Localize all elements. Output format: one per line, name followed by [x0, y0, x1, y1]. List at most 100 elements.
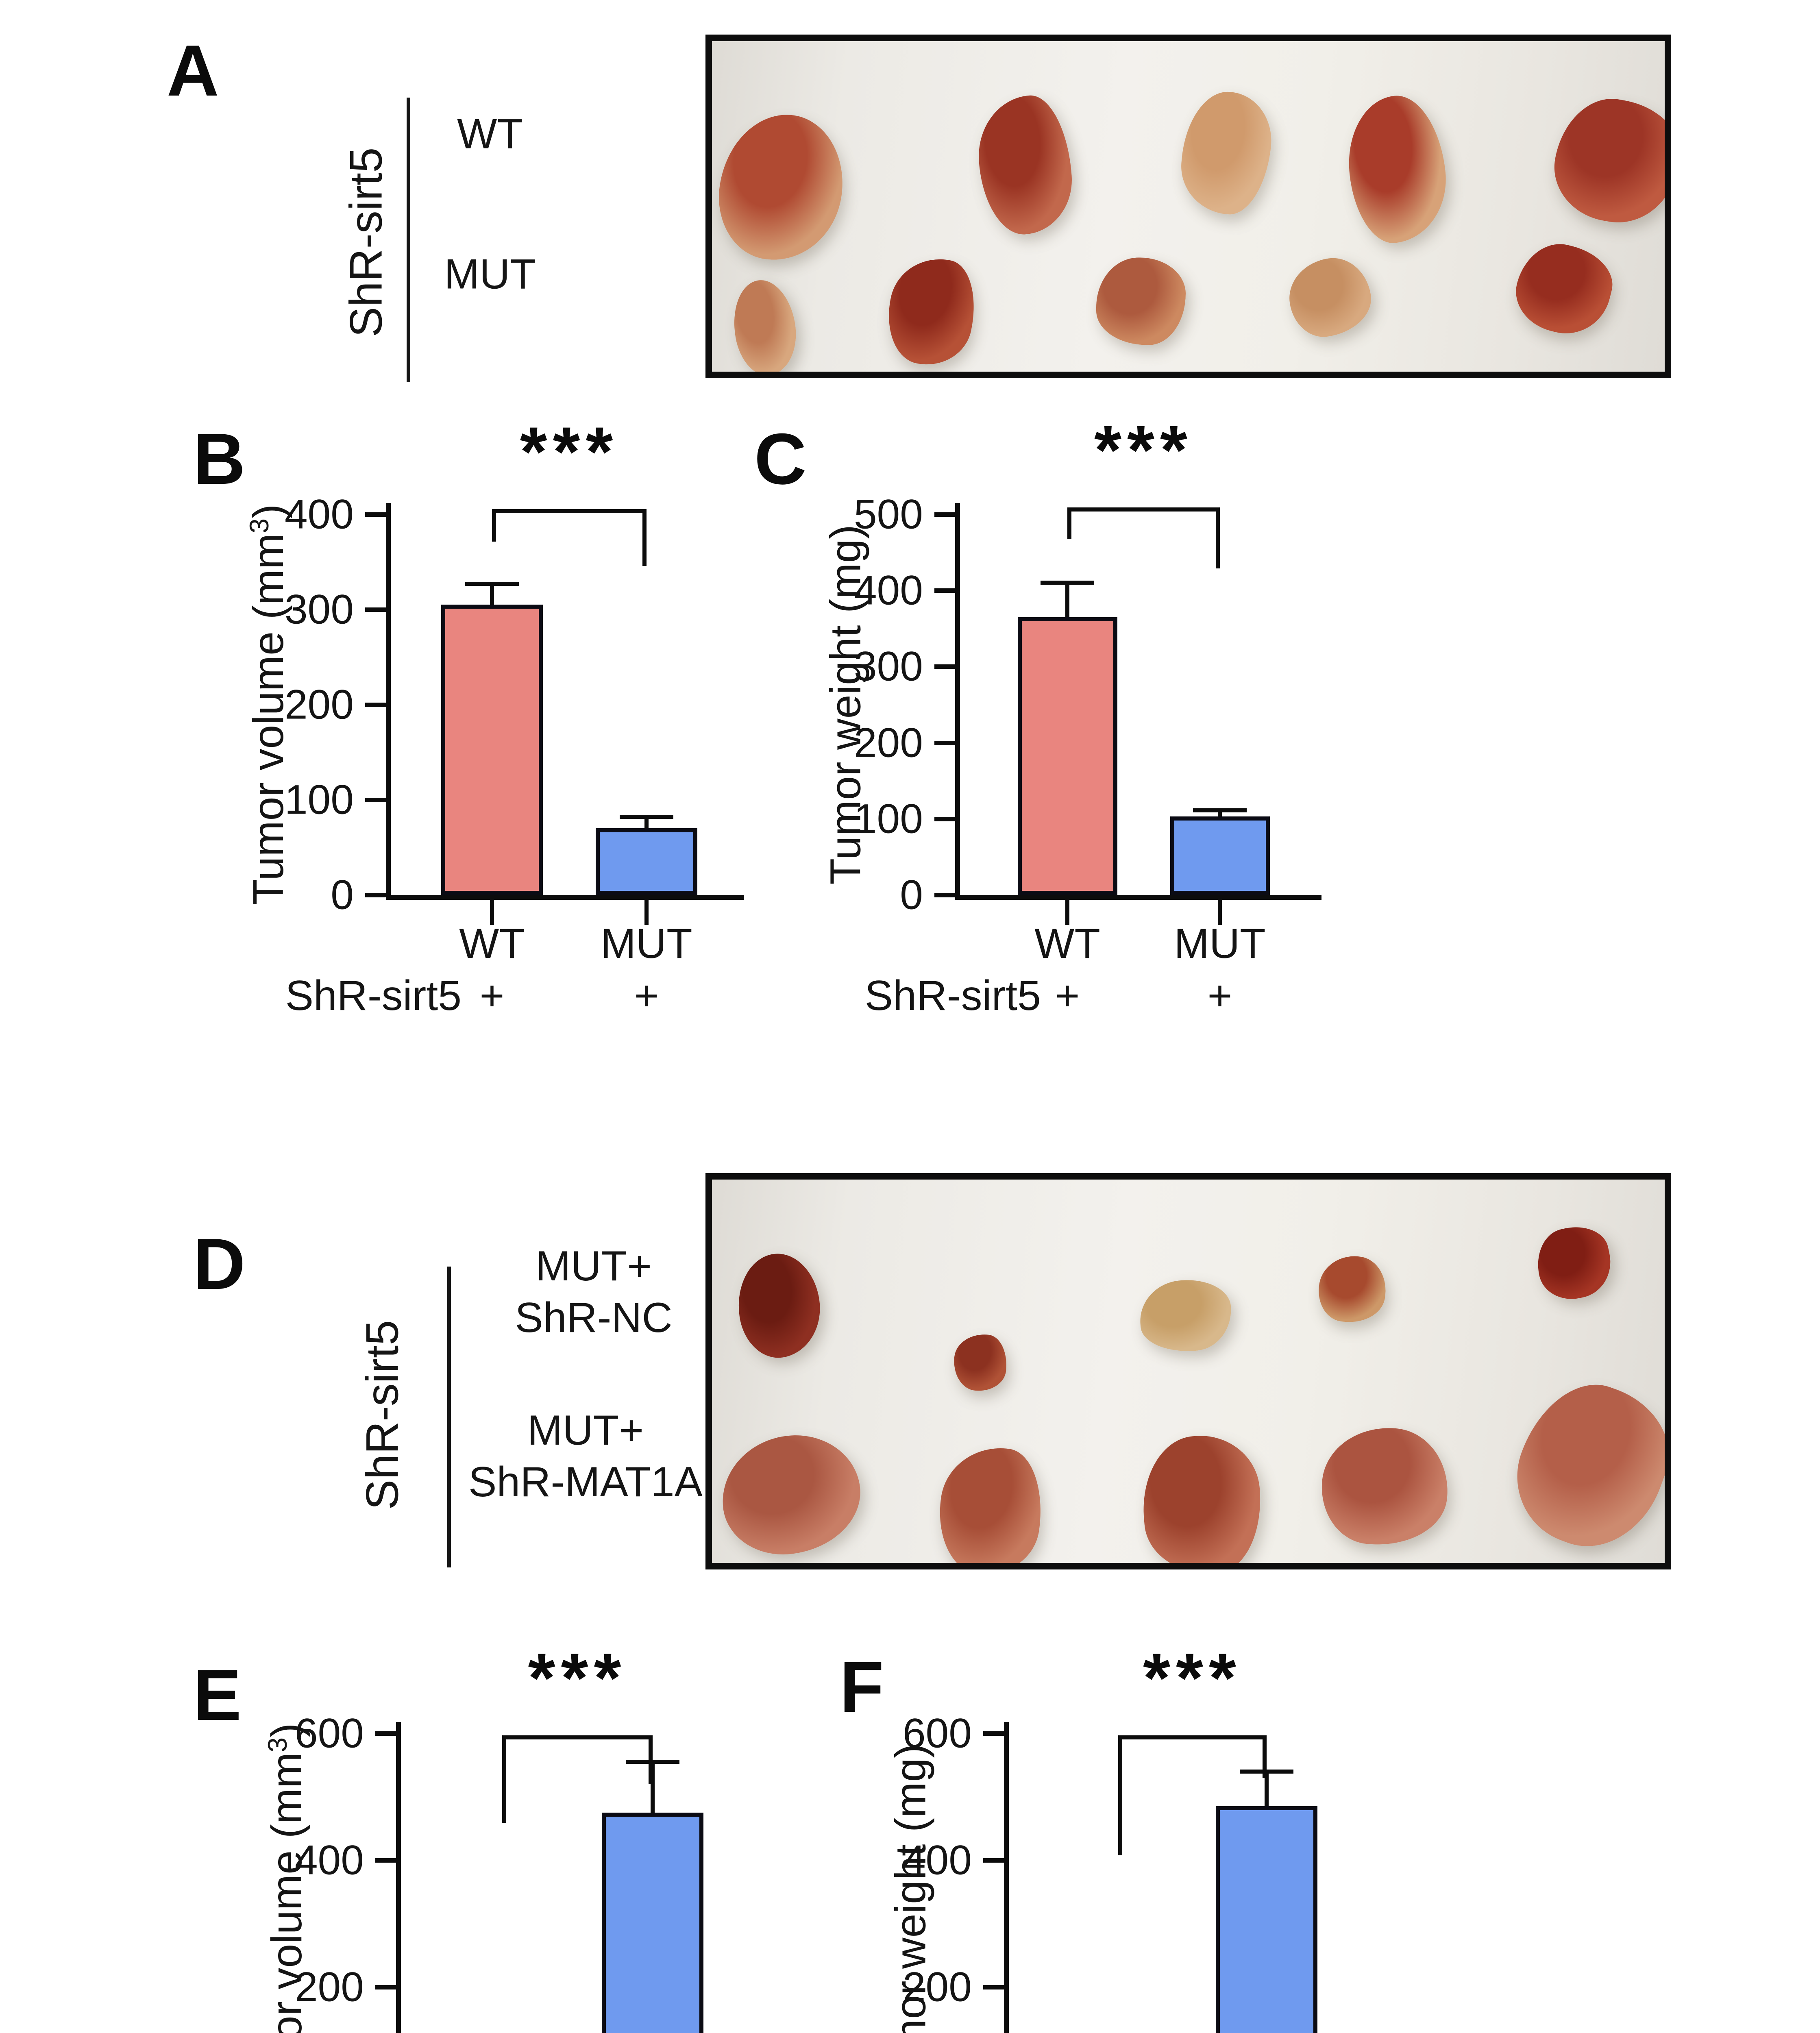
y-tick-label: 200 — [284, 681, 354, 728]
y-axis — [1004, 1722, 1009, 2033]
significance-bracket-top — [1067, 507, 1220, 512]
panel-d-row-label-nc: MUT+ ShR-NC — [515, 1241, 672, 1344]
bar-wt-0 — [441, 605, 543, 895]
y-tick — [934, 816, 956, 821]
tumor-specimen — [1096, 257, 1186, 345]
y-tick-label: 600 — [902, 1710, 972, 1757]
y-tick-label: 0 — [331, 871, 354, 918]
y-tick — [365, 607, 386, 612]
panel-label-b: B — [193, 418, 246, 499]
y-tick — [375, 1858, 396, 1863]
y-tick — [983, 1985, 1004, 1989]
y-tick-label: 400 — [294, 1837, 364, 1883]
y-tick-label: 200 — [853, 719, 923, 766]
bar-mut-1 — [596, 828, 697, 895]
bar-mut-1 — [1216, 1806, 1317, 2033]
y-tick — [934, 893, 956, 897]
significance-bracket-left — [1118, 1735, 1122, 1855]
y-tick — [983, 1731, 1004, 1736]
y-tick-label: 500 — [853, 491, 923, 538]
x-category-label: MUT — [1174, 920, 1266, 967]
significance-bracket-top — [492, 509, 647, 513]
error-bar-line — [651, 1762, 655, 1813]
y-tick-label: 300 — [853, 643, 923, 690]
significance-stars: *** — [528, 1639, 627, 1717]
y-tick — [934, 664, 956, 669]
x-tick — [1065, 900, 1069, 925]
panel-label-d: D — [193, 1223, 246, 1304]
significance-bracket-left — [502, 1735, 506, 1823]
panel-d-row-label-nc-line1: MUT+ — [536, 1243, 652, 1290]
error-bar-cap — [1041, 581, 1094, 585]
condition-mark: + — [479, 972, 505, 1019]
significance-bracket-right — [642, 509, 647, 566]
error-bar-line — [644, 817, 649, 829]
y-tick-label: 600 — [294, 1710, 364, 1757]
panel-d-row-label-mat1a-line1: MUT+ — [527, 1407, 644, 1454]
y-tick-label: 200 — [294, 1963, 364, 2010]
error-bar-line — [490, 583, 494, 605]
panel-d-row-label-nc-line2: ShR-NC — [515, 1294, 673, 1341]
y-tick — [365, 798, 386, 802]
significance-stars: *** — [1094, 411, 1193, 489]
panel-label-a: A — [167, 30, 219, 111]
x-category-label: MUT — [601, 920, 692, 967]
y-tick — [983, 1858, 1004, 1863]
x-tick — [644, 900, 649, 925]
significance-bracket-right — [1216, 507, 1220, 568]
panel-label-f: F — [840, 1646, 884, 1727]
error-bar-line — [1065, 583, 1069, 617]
bar-mut-1 — [1170, 816, 1270, 895]
significance-stars: *** — [520, 413, 619, 491]
y-tick-label: 200 — [902, 1963, 972, 2010]
y-tick — [375, 1985, 396, 1989]
y-tick — [934, 512, 956, 517]
error-bar-line — [1265, 1771, 1269, 1807]
tumor-photo-d — [705, 1173, 1671, 1569]
y-tick — [365, 512, 386, 517]
significance-bracket-left — [1067, 507, 1071, 539]
x-category-label: WT — [1034, 920, 1100, 967]
error-bar-cap — [1240, 1769, 1293, 1774]
y-axis — [386, 503, 391, 900]
panel-a-row-label-wt: WT — [457, 110, 523, 158]
condition-label: ShR-sirt5 — [864, 972, 1041, 1019]
y-tick — [375, 1731, 396, 1736]
x-axis — [955, 895, 1321, 900]
panel-d-row-label-mat1a: MUT+ ShR-MAT1A — [468, 1405, 703, 1508]
y-tick-label: 400 — [284, 491, 354, 538]
y-tick — [365, 703, 386, 707]
condition-mark: + — [634, 972, 659, 1019]
y-tick-label: 100 — [853, 795, 923, 842]
error-bar-cap — [465, 581, 519, 586]
significance-bracket-left — [492, 509, 496, 542]
panel-label-c: C — [754, 418, 807, 499]
y-tick-label: 400 — [853, 567, 923, 614]
y-axis — [396, 1722, 401, 2033]
error-bar-cap — [620, 815, 673, 819]
condition-mark: + — [1207, 972, 1232, 1019]
significance-bracket-top — [1118, 1735, 1267, 1739]
tumor-photo-a — [705, 35, 1671, 378]
significance-bracket-right — [1263, 1735, 1267, 1778]
condition-mark: + — [1055, 972, 1080, 1019]
panel-label-e: E — [193, 1654, 242, 1735]
error-bar-cap — [626, 1760, 679, 1764]
panel-d-row-label-mat1a-line2: ShR-MAT1A — [468, 1458, 703, 1506]
significance-bracket-top — [502, 1735, 653, 1739]
panel-a-group-divider — [407, 98, 410, 382]
y-axis — [955, 503, 960, 900]
y-tick-label: 0 — [900, 871, 923, 918]
error-bar-line — [1218, 810, 1222, 817]
y-tick — [934, 740, 956, 745]
y-tick-label: 400 — [902, 1837, 972, 1883]
condition-label: ShR-sirt5 — [285, 972, 462, 1019]
x-axis — [386, 895, 744, 900]
panel-d-group-divider — [447, 1267, 451, 1567]
x-tick — [1218, 900, 1222, 925]
error-bar-cap — [1193, 808, 1247, 813]
x-category-label: WT — [459, 920, 525, 967]
